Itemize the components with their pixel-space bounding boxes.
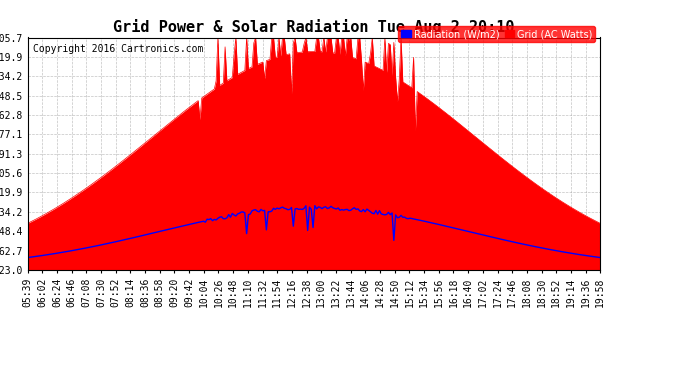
Text: Copyright 2016 Cartronics.com: Copyright 2016 Cartronics.com: [33, 45, 204, 54]
Legend: Radiation (W/m2), Grid (AC Watts): Radiation (W/m2), Grid (AC Watts): [398, 26, 595, 42]
Title: Grid Power & Solar Radiation Tue Aug 2 20:10: Grid Power & Solar Radiation Tue Aug 2 2…: [113, 19, 515, 35]
